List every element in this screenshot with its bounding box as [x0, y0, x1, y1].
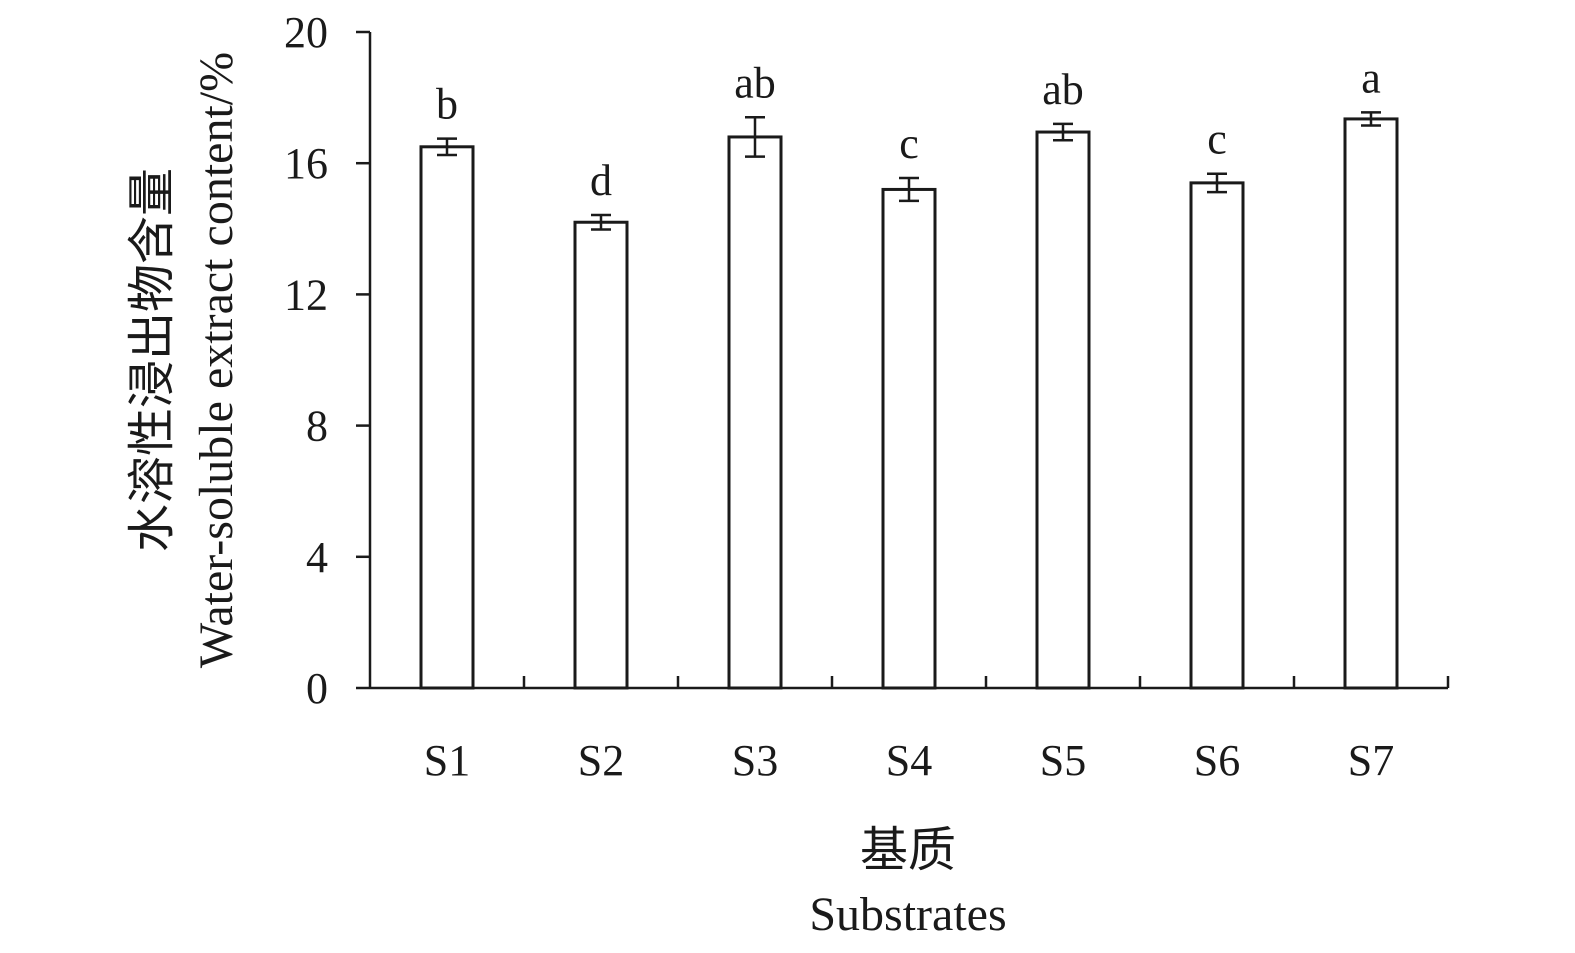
y-tick-label: 4 [306, 533, 328, 582]
x-axis-title-en: Substrates [809, 888, 1006, 941]
significance-label: c [899, 119, 919, 168]
x-axis-title-cn: 基质 [860, 824, 956, 877]
bar [727, 135, 783, 690]
x-tick-label: S6 [1194, 736, 1240, 785]
y-tick-label: 12 [284, 270, 328, 319]
y-tick-label: 16 [284, 139, 328, 188]
y-tick-label: 20 [284, 8, 328, 57]
bar [419, 145, 475, 690]
significance-label: ab [734, 58, 776, 107]
bar [573, 220, 629, 690]
bar [1035, 130, 1091, 690]
significance-label: b [436, 80, 458, 129]
x-tick-label: S5 [1040, 736, 1086, 785]
labels: b S1 d S2 ab S3 c S4 ab S5 c S6 a S7 [424, 53, 1394, 785]
x-tick-label: S7 [1348, 736, 1394, 785]
y-tick-label: 8 [306, 402, 328, 451]
x-tick-label: S1 [424, 736, 470, 785]
x-tick-label: S2 [578, 736, 624, 785]
bar [1189, 181, 1245, 690]
significance-label: d [590, 156, 612, 205]
significance-label: ab [1042, 65, 1084, 114]
bars [419, 111, 1399, 690]
bar [1343, 117, 1399, 690]
bar [881, 187, 937, 690]
y-tick-label: 0 [306, 664, 328, 713]
significance-label: c [1207, 115, 1227, 164]
significance-label: a [1361, 53, 1381, 102]
y-axis-title-cn: 水溶性浸出物含量 [126, 168, 179, 552]
x-tick-label: S4 [886, 736, 932, 785]
x-tick-label: S3 [732, 736, 778, 785]
y-axis: 0 4 8 12 16 20 [284, 8, 372, 713]
y-axis-title-en: Water-soluble extract content/% [190, 52, 243, 668]
